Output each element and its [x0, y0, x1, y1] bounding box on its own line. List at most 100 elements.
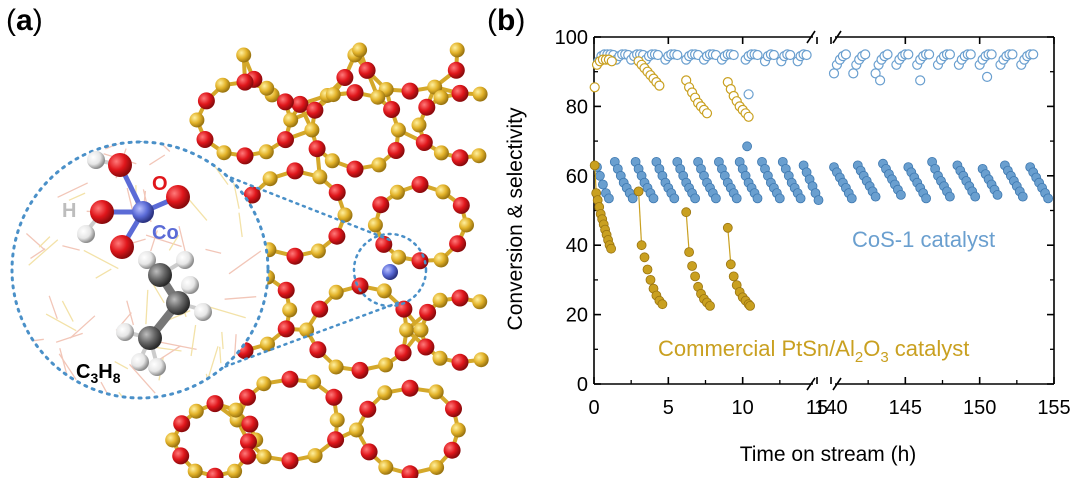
silicon-atom [304, 122, 320, 138]
cos1-data-point [719, 170, 730, 181]
cos1-data-point [690, 193, 700, 204]
oxygen-atom [394, 344, 412, 362]
ptsn-data-point [603, 54, 615, 65]
silicon-atom [473, 352, 489, 368]
cos1-data-point [630, 156, 641, 167]
oxygen-atom [401, 82, 419, 100]
cos1-data-point [1017, 191, 1028, 202]
cos1-data-point [876, 54, 887, 65]
y-tick-label: 100 [555, 27, 588, 49]
silicon-atom [188, 403, 204, 419]
cos1-data-point [772, 188, 782, 199]
ptsn-data-point [699, 294, 709, 304]
cos1-data-point [977, 54, 988, 65]
cos1-data-point [906, 167, 917, 178]
panel-a-structure: O H Co C3H8 [10, 42, 489, 478]
hydrogen-atom [87, 151, 105, 169]
cos1-data-point [780, 163, 791, 174]
cobalt-atom [132, 201, 154, 223]
cos1-data-point [804, 174, 815, 185]
silicon-atom [260, 336, 275, 352]
cos1-data-point [970, 191, 981, 202]
silicon-atom [399, 322, 415, 338]
cos1-data-point [857, 50, 868, 62]
cos1-data-point [617, 49, 628, 60]
cos1-data-point [795, 193, 806, 204]
cos1-data-point [643, 50, 655, 62]
silicon-atom [349, 422, 364, 438]
cos1-data-point [777, 156, 788, 167]
oxygen-atom [239, 388, 256, 406]
cos1-data-point [684, 182, 694, 193]
cos1-data-point [1037, 182, 1047, 193]
cos1-data-point [640, 54, 652, 65]
ptsn-data-point [692, 97, 704, 109]
cos1-data-point [608, 49, 619, 61]
cos1-data-point [768, 49, 780, 61]
cos1-data-point [786, 177, 797, 188]
carbon-atom [138, 326, 162, 350]
ptsn-data-point [725, 259, 736, 270]
cos1-data-point [840, 49, 852, 60]
x-tick-label: 10 [732, 397, 754, 419]
cos1-data-point [614, 50, 625, 62]
cos1-data-point [769, 182, 779, 193]
cobalt-atom [382, 264, 398, 280]
cos1-data-point [1006, 170, 1016, 181]
cos1-data-point [631, 49, 643, 60]
silicon-atom [259, 80, 275, 96]
silicon-atom [228, 402, 244, 418]
cos1-data-point [693, 156, 703, 167]
cos1-data-point [894, 54, 905, 65]
co-site-cluster [77, 151, 190, 259]
cos1-data-point [801, 49, 812, 61]
ptsn-data-point [601, 229, 612, 240]
oxygen-atom [351, 277, 369, 295]
oxygen-atom [358, 61, 376, 79]
y-axis-label: Conversion & selectivity [504, 107, 527, 330]
cos1-data-point [642, 182, 653, 193]
cos1-data-point [792, 188, 803, 199]
ptsn-data-point [722, 76, 733, 88]
cos1-data-point [1007, 49, 1018, 60]
cos1-data-point [689, 49, 701, 60]
cos1-data-point [785, 49, 796, 61]
cos1-data-point [752, 49, 763, 61]
cos1-data-point [766, 177, 776, 188]
cos1-data-point [1040, 188, 1050, 199]
hydrogen-atom [181, 276, 199, 294]
silicon-atom [299, 322, 315, 338]
cos1-data-point [998, 54, 1009, 65]
ptsn-data-point [597, 54, 609, 65]
oxygen-atom [417, 338, 435, 356]
cos1-data-point [989, 184, 1000, 195]
oxygen-atom [411, 176, 429, 193]
oxygen-atom [277, 320, 295, 338]
cos1-data-point [699, 170, 709, 181]
cos1-data-point [692, 49, 704, 61]
cos1-data-point [609, 156, 620, 167]
silicon-atom [328, 284, 344, 300]
cos1-data-point [938, 50, 950, 62]
cos1-data-point [636, 170, 647, 181]
oxygen-atom [306, 101, 324, 119]
ptsn-data-point [600, 224, 610, 235]
cos1-data-point [941, 49, 953, 60]
cos1-data-point [669, 49, 680, 60]
silicon-atom [312, 169, 328, 185]
oxygen-atom [90, 200, 114, 224]
cos1-data-point [752, 193, 763, 204]
x-axis-label: Time on stream (h) [740, 443, 917, 466]
cos1-data-point [711, 193, 721, 204]
silicon-atom [390, 122, 406, 138]
cos1-data-point [1001, 50, 1012, 62]
cos1-data-point [734, 156, 745, 167]
cos1-data-point [915, 182, 926, 193]
cos1-data-point [654, 163, 665, 174]
cobalt-label: Co [152, 222, 179, 244]
oxygen-atom [308, 140, 326, 158]
oxygen-atom [311, 300, 329, 318]
silicon-atom [471, 148, 487, 164]
cos1-data-point [660, 54, 671, 65]
cos1-data-point [983, 174, 994, 185]
